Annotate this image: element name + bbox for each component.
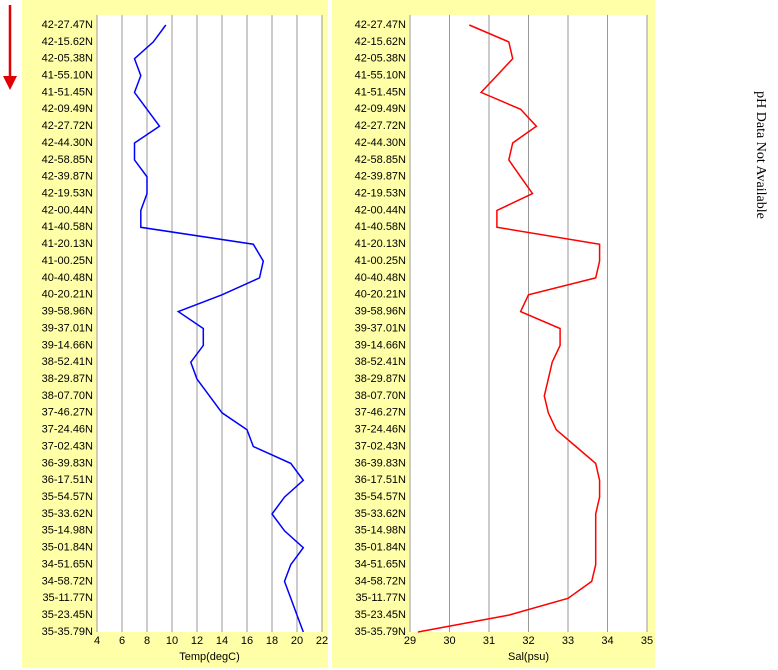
- y-tick-label: 35-01.84N: [355, 542, 406, 554]
- y-tick-label: 42-00.44N: [42, 204, 93, 216]
- data-line: [417, 24, 601, 633]
- x-tick-label: 18: [266, 635, 278, 647]
- y-tick-label: 41-55.10N: [355, 69, 406, 81]
- y-tick-label: 42-09.49N: [42, 103, 93, 115]
- y-tick-label: 42-05.38N: [42, 53, 93, 65]
- y-tick-label: 38-07.70N: [42, 390, 93, 402]
- y-tick-label: 41-51.45N: [42, 86, 93, 98]
- y-tick-label: 41-51.45N: [355, 86, 406, 98]
- y-tick-label: 42-44.30N: [355, 137, 406, 149]
- y-tick-label: 38-52.41N: [42, 356, 93, 368]
- y-tick-label: 39-14.66N: [355, 339, 406, 351]
- plot-area: [97, 15, 322, 632]
- y-tick-label: 35-01.84N: [42, 542, 93, 554]
- x-tick-label: 34: [601, 635, 613, 647]
- x-tick-label: 10: [166, 635, 178, 647]
- y-tick-label: 35-54.57N: [355, 491, 406, 503]
- y-tick-label: 41-55.10N: [42, 69, 93, 81]
- y-tick-label: 41-00.25N: [42, 255, 93, 267]
- y-tick-label: 39-14.66N: [42, 339, 93, 351]
- y-tick-label: 35-33.62N: [42, 508, 93, 520]
- x-tick-label: 22: [316, 635, 328, 647]
- y-tick-label: 39-58.96N: [355, 306, 406, 318]
- x-axis-title: Temp(degC): [179, 651, 240, 663]
- y-tick-label: 38-52.41N: [355, 356, 406, 368]
- y-tick-label: 36-17.51N: [355, 474, 406, 486]
- y-tick-label: 34-51.65N: [42, 558, 93, 570]
- y-tick-label: 35-14.98N: [42, 525, 93, 537]
- x-tick-label: 30: [443, 635, 455, 647]
- y-tick-label: 42-58.85N: [355, 154, 406, 166]
- direction-arrow: [3, 5, 17, 90]
- y-tick-label: 39-37.01N: [42, 322, 93, 334]
- y-tick-label: 36-39.83N: [42, 457, 93, 469]
- y-tick-label: 42-58.85N: [42, 154, 93, 166]
- x-tick-label: 32: [522, 635, 534, 647]
- x-tick-label: 14: [216, 635, 228, 647]
- y-tick-label: 35-35.79N: [42, 626, 93, 638]
- y-tick-label: 35-23.45N: [42, 609, 93, 621]
- y-tick-label: 35-35.79N: [355, 626, 406, 638]
- y-tick-label: 36-39.83N: [355, 457, 406, 469]
- x-tick-label: 33: [562, 635, 574, 647]
- y-tick-label: 39-58.96N: [42, 306, 93, 318]
- y-tick-label: 38-07.70N: [355, 390, 406, 402]
- y-tick-label: 34-51.65N: [355, 558, 406, 570]
- y-tick-label: 41-20.13N: [355, 238, 406, 250]
- y-tick-label: 42-05.38N: [355, 53, 406, 65]
- y-tick-label: 35-54.57N: [42, 491, 93, 503]
- ph-message: pH Data Not Available: [753, 91, 768, 219]
- x-tick-label: 16: [241, 635, 253, 647]
- y-tick-label: 41-00.25N: [355, 255, 406, 267]
- y-tick-label: 42-27.47N: [42, 19, 93, 31]
- x-tick-label: 12: [191, 635, 203, 647]
- y-tick-label: 42-27.72N: [42, 120, 93, 132]
- y-tick-label: 41-40.58N: [355, 221, 406, 233]
- y-tick-label: 37-24.46N: [42, 424, 93, 436]
- y-tick-label: 40-40.48N: [355, 272, 406, 284]
- y-tick-label: 37-46.27N: [42, 407, 93, 419]
- x-tick-label: 31: [483, 635, 495, 647]
- y-tick-label: 42-00.44N: [355, 204, 406, 216]
- y-tick-label: 37-02.43N: [355, 440, 406, 452]
- y-tick-label: 35-33.62N: [355, 508, 406, 520]
- y-tick-label: 37-24.46N: [355, 424, 406, 436]
- y-tick-label: 35-11.77N: [355, 592, 406, 604]
- y-tick-label: 35-23.45N: [355, 609, 406, 621]
- y-tick-label: 42-09.49N: [355, 103, 406, 115]
- y-tick-label: 40-40.48N: [42, 272, 93, 284]
- x-axis-title: Sal(psu): [508, 651, 549, 663]
- y-tick-label: 38-29.87N: [42, 373, 93, 385]
- x-tick-label: 29: [404, 635, 416, 647]
- x-tick-label: 8: [144, 635, 150, 647]
- y-tick-label: 41-40.58N: [42, 221, 93, 233]
- y-tick-label: 39-37.01N: [355, 322, 406, 334]
- y-tick-label: 42-27.47N: [355, 19, 406, 31]
- y-tick-label: 42-15.62N: [42, 36, 93, 48]
- y-tick-label: 35-14.98N: [355, 525, 406, 537]
- y-tick-label: 36-17.51N: [42, 474, 93, 486]
- y-tick-label: 35-11.77N: [42, 592, 93, 604]
- y-tick-label: 40-20.21N: [355, 289, 406, 301]
- x-tick-label: 6: [119, 635, 125, 647]
- y-tick-label: 42-27.72N: [355, 120, 406, 132]
- y-tick-label: 42-19.53N: [42, 188, 93, 200]
- y-tick-label: 42-39.87N: [42, 171, 93, 183]
- y-tick-label: 42-19.53N: [355, 188, 406, 200]
- y-tick-label: 42-39.87N: [355, 171, 406, 183]
- y-tick-label: 40-20.21N: [42, 289, 93, 301]
- y-tick-label: 42-15.62N: [355, 36, 406, 48]
- y-tick-label: 34-58.72N: [42, 575, 93, 587]
- x-tick-label: 20: [291, 635, 303, 647]
- x-tick-label: 4: [94, 635, 100, 647]
- y-tick-label: 42-44.30N: [42, 137, 93, 149]
- y-tick-label: 37-02.43N: [42, 440, 93, 452]
- x-tick-label: 35: [641, 635, 653, 647]
- data-line: [133, 24, 305, 633]
- y-tick-label: 41-20.13N: [42, 238, 93, 250]
- y-tick-label: 34-58.72N: [355, 575, 406, 587]
- y-tick-label: 38-29.87N: [355, 373, 406, 385]
- y-tick-label: 37-46.27N: [355, 407, 406, 419]
